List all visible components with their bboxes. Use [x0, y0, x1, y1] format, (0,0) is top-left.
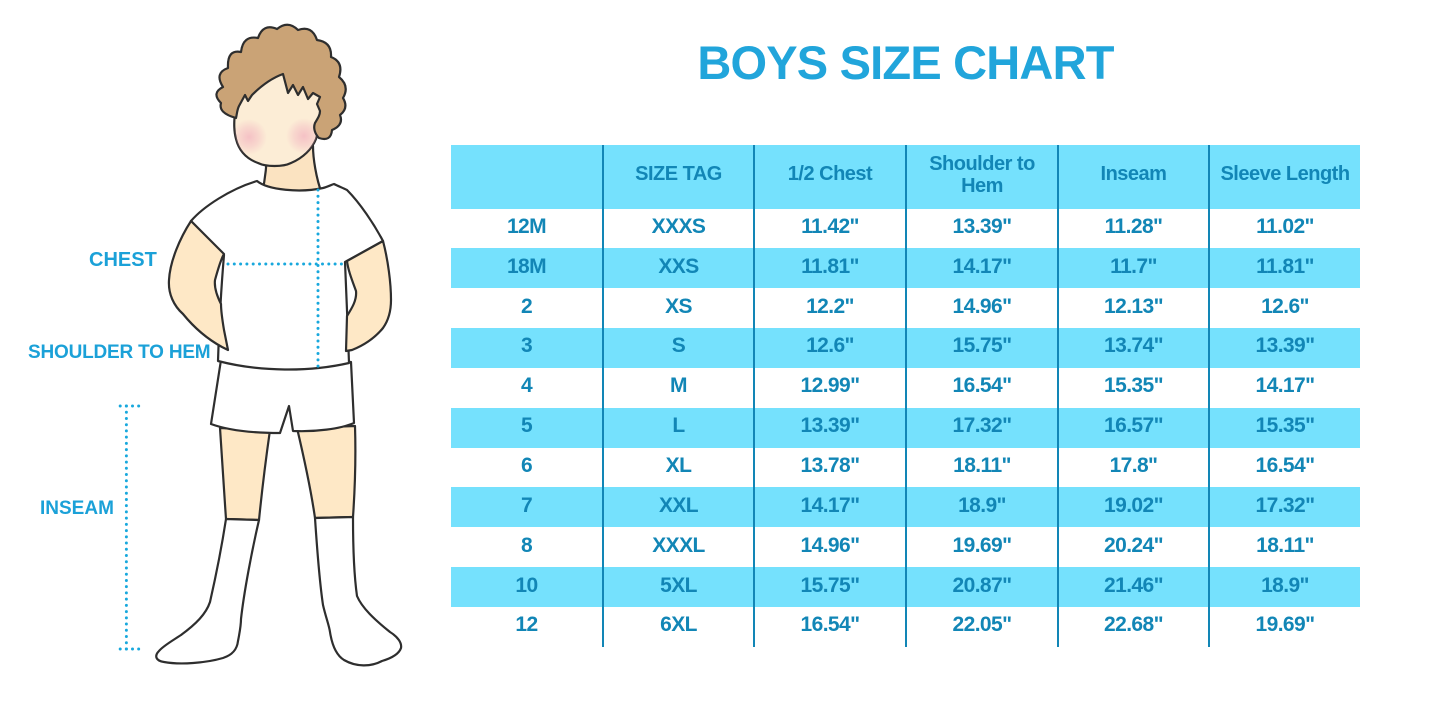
svg-text:CHEST: CHEST [89, 249, 157, 271]
svg-text:INSEAM: INSEAM [40, 498, 114, 519]
svg-text:SHOULDER TO HEM: SHOULDER TO HEM [28, 342, 210, 363]
